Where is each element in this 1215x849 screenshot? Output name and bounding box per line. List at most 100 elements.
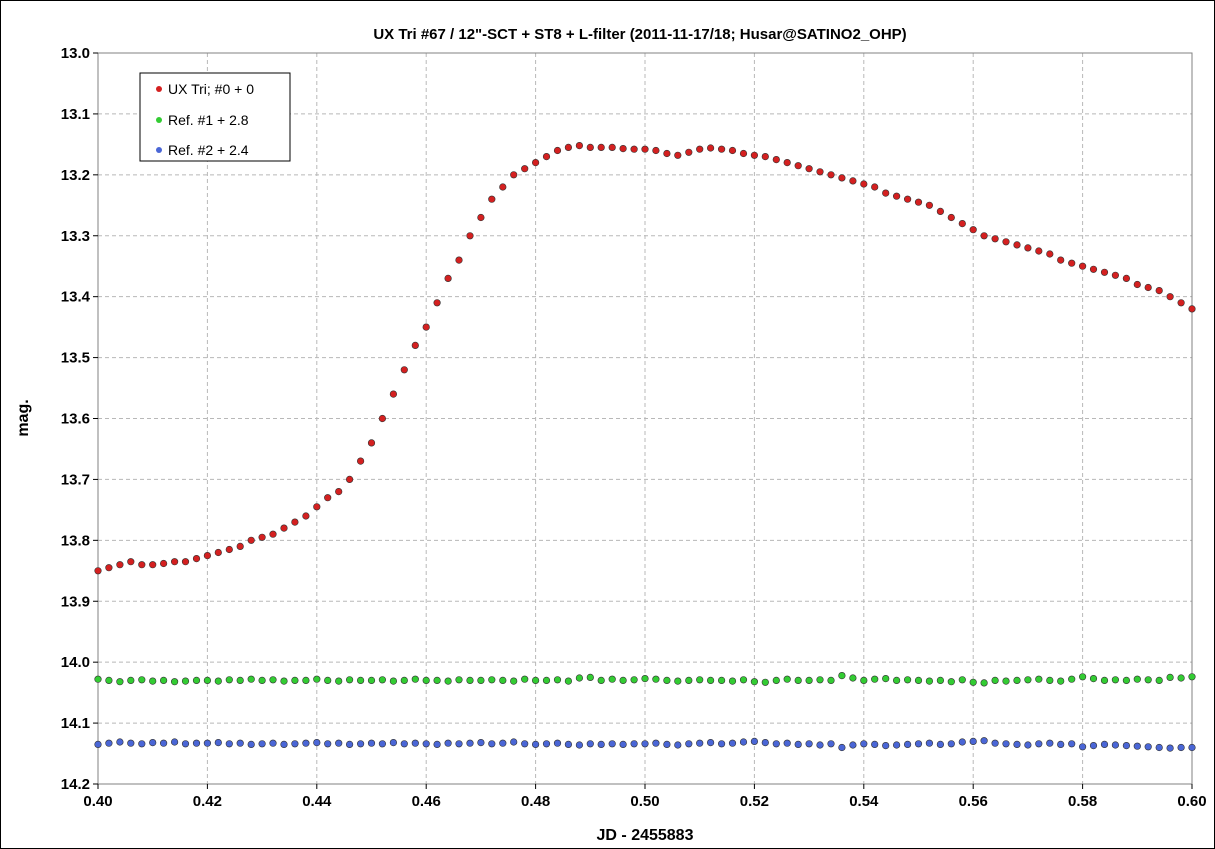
uxtri-point (903, 195, 912, 203)
ref1-point (794, 676, 802, 685)
ref1-point (280, 677, 288, 685)
x-tick-label: 0.42 (193, 793, 222, 810)
ref1-point (969, 678, 977, 686)
ref2-point (575, 741, 584, 749)
data-series (94, 142, 1196, 752)
uxtri-point (936, 207, 945, 215)
ref2-point (225, 740, 233, 748)
legend-marker-ref2 (156, 147, 162, 153)
ref2-point (608, 740, 616, 748)
ref2-point (1155, 743, 1163, 752)
ref2-point (94, 740, 102, 749)
ref1-point (1057, 677, 1065, 685)
uxtri-point (1057, 256, 1065, 264)
uxtri-point (1144, 283, 1152, 292)
ref1-point (947, 678, 955, 686)
ref2-point (980, 737, 988, 745)
uxtri-point (225, 545, 233, 554)
ref2-point (772, 740, 780, 748)
ref2-point (411, 739, 419, 747)
uxtri-point (466, 232, 474, 240)
ref2-point (1035, 740, 1043, 748)
uxtri-point (499, 183, 507, 191)
uxtri-point (94, 567, 102, 575)
x-tick-label: 0.52 (740, 793, 769, 810)
series-3 (94, 737, 1196, 752)
y-tick-label: 13.1 (61, 106, 90, 123)
ref2-point (892, 741, 901, 749)
ref2-point (1078, 743, 1087, 751)
ref2-point (652, 739, 660, 747)
y-tick-label: 14.0 (61, 654, 90, 671)
uxtri-point (357, 457, 365, 465)
uxtri-point (1100, 268, 1109, 276)
ref2-point (838, 743, 846, 752)
ref1-point (324, 676, 332, 685)
y-tick-label: 13.4 (61, 289, 91, 306)
y-tick-label: 13.7 (61, 471, 90, 488)
ref1-point (827, 676, 835, 685)
ref1-point (357, 676, 365, 685)
ref1-point (1002, 677, 1010, 685)
uxtri-point (1035, 247, 1043, 255)
uxtri-point (378, 414, 387, 423)
ref1-point (389, 677, 398, 685)
uxtri-point (597, 143, 605, 151)
ref2-point (455, 740, 463, 748)
uxtri-point (641, 145, 649, 153)
ref1-point (958, 676, 966, 684)
ref1-point (761, 678, 769, 686)
ref2-point (367, 739, 376, 747)
ref1-point (685, 676, 693, 685)
legend: UX Tri; #0 + 0 Ref. #1 + 2.8 Ref. #2 + 2… (139, 72, 291, 162)
ref2-point (466, 739, 474, 747)
uxtri-point (696, 145, 704, 153)
x-tick-label: 0.56 (959, 793, 988, 810)
ref2-point (805, 740, 813, 748)
ref1-point (1046, 676, 1054, 685)
uxtri-point (149, 561, 157, 569)
uxtri-point (794, 162, 802, 170)
ref2-point (816, 741, 824, 749)
ref1-point (378, 676, 387, 684)
y-tick-label: 14.1 (61, 715, 90, 732)
y-tick-label: 13.5 (61, 350, 90, 367)
uxtri-point (1166, 293, 1174, 301)
y-tick-label: 13.2 (61, 167, 90, 184)
ref2-point (619, 740, 627, 749)
x-tick-label: 0.50 (630, 793, 659, 810)
ref1-point (619, 676, 627, 685)
ref1-point (892, 676, 901, 685)
ref2-point (728, 739, 737, 747)
ref2-point (1057, 740, 1065, 749)
ref2-point (1177, 743, 1185, 752)
ref1-point (838, 671, 846, 680)
ref2-point (1166, 744, 1174, 752)
ref2-point (357, 740, 365, 748)
y-axis-title: mag. (15, 399, 32, 436)
uxtri-point (783, 159, 791, 167)
ref1-point (1111, 676, 1119, 684)
uxtri-point (422, 323, 430, 331)
ref1-point (313, 675, 321, 683)
ref1-point (663, 676, 671, 685)
uxtri-point (542, 153, 551, 161)
uxtri-point (958, 220, 966, 228)
uxtri-point (969, 226, 977, 234)
ref2-point (860, 740, 868, 748)
ref2-point (247, 740, 255, 749)
uxtri-point (925, 201, 934, 209)
x-axis-title: JD - 2455883 (597, 827, 694, 844)
ref2-point (324, 740, 332, 748)
x-tick-label: 0.58 (1068, 793, 1097, 810)
ref1-point (94, 675, 102, 683)
y-tick-label: 13.3 (61, 228, 90, 245)
ref1-point (116, 678, 124, 686)
ref1-point (138, 676, 146, 684)
x-tick-label: 0.54 (849, 793, 879, 810)
ref2-point (674, 741, 682, 749)
uxtri-point (291, 518, 299, 526)
ref2-point (499, 739, 507, 747)
uxtri-point (411, 341, 419, 350)
